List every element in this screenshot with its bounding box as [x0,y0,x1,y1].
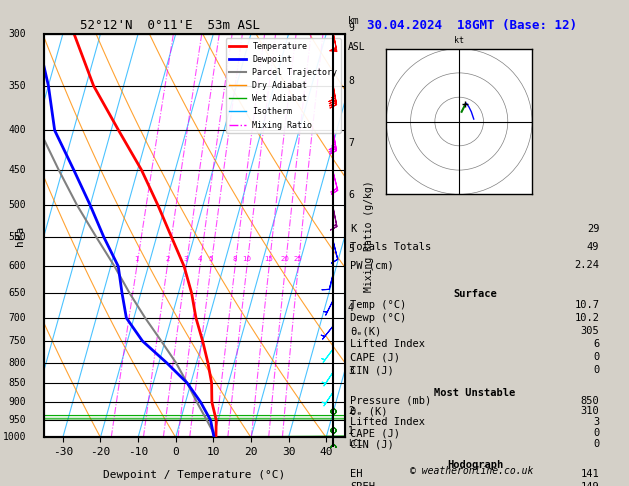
Text: 6: 6 [348,190,354,200]
Text: 5: 5 [348,244,354,254]
Text: 15: 15 [265,256,274,262]
Text: ASL: ASL [348,42,365,52]
Text: K: K [350,224,357,234]
Text: 305: 305 [581,326,599,336]
Text: km: km [348,16,360,26]
Text: CAPE (J): CAPE (J) [350,428,400,438]
Text: 8: 8 [348,76,354,86]
Text: 8: 8 [233,256,237,262]
Text: Most Unstable: Most Unstable [434,387,516,398]
Text: Lifted Index: Lifted Index [350,339,425,349]
Text: 20: 20 [281,256,290,262]
Text: 10: 10 [242,256,252,262]
Text: 141: 141 [581,469,599,479]
Text: 0: 0 [593,428,599,438]
Text: 2: 2 [165,256,169,262]
Text: 550: 550 [8,232,26,242]
Text: LCL: LCL [348,439,363,448]
Text: hPa: hPa [15,226,25,246]
Legend: Temperature, Dewpoint, Parcel Trajectory, Dry Adiabat, Wet Adiabat, Isotherm, Mi: Temperature, Dewpoint, Parcel Trajectory… [226,38,341,133]
Text: 10.7: 10.7 [574,300,599,310]
Text: θₑ(K): θₑ(K) [350,326,382,336]
Text: 700: 700 [8,313,26,323]
Text: © weatheronline.co.uk: © weatheronline.co.uk [410,466,533,476]
Text: 850: 850 [8,378,26,388]
Text: Hodograph: Hodograph [447,460,503,470]
Text: 500: 500 [8,200,26,210]
Text: 0: 0 [593,352,599,362]
Text: Dewp (°C): Dewp (°C) [350,313,406,323]
Text: CIN (J): CIN (J) [350,439,394,449]
Text: SREH: SREH [350,482,376,486]
Text: 2: 2 [348,406,354,417]
Text: 750: 750 [8,336,26,346]
Text: 0: 0 [593,365,599,375]
Text: CAPE (J): CAPE (J) [350,352,400,362]
Text: 800: 800 [8,358,26,367]
Text: 400: 400 [8,125,26,136]
Text: 5: 5 [209,256,213,262]
Text: CIN (J): CIN (J) [350,365,394,375]
Text: 10.2: 10.2 [574,313,599,323]
Text: 600: 600 [8,261,26,271]
Text: 29: 29 [587,224,599,234]
X-axis label: Dewpoint / Temperature (°C): Dewpoint / Temperature (°C) [103,469,286,480]
Text: 4: 4 [348,303,354,313]
Text: 30.04.2024  18GMT (Base: 12): 30.04.2024 18GMT (Base: 12) [367,19,577,33]
Text: EH: EH [350,469,363,479]
Text: 3: 3 [184,256,189,262]
Text: Mixing Ratio (g/kg): Mixing Ratio (g/kg) [364,180,374,292]
Text: 650: 650 [8,288,26,298]
Text: 0: 0 [593,439,599,449]
Text: 25: 25 [294,256,303,262]
Text: 950: 950 [8,415,26,425]
Text: 350: 350 [8,81,26,91]
Text: Surface: Surface [453,289,497,299]
Text: 3: 3 [348,366,354,376]
Text: 7: 7 [348,138,354,148]
Text: 9: 9 [348,23,354,34]
Text: PW (cm): PW (cm) [350,260,394,270]
Text: 450: 450 [8,165,26,175]
Text: 1: 1 [135,256,139,262]
Text: θₑ (K): θₑ (K) [350,406,388,417]
Text: Lifted Index: Lifted Index [350,417,425,427]
Text: 6: 6 [593,339,599,349]
Text: 2.24: 2.24 [574,260,599,270]
Text: 149: 149 [581,482,599,486]
Text: Pressure (mb): Pressure (mb) [350,396,431,405]
Text: 310: 310 [581,406,599,417]
Text: 3: 3 [593,417,599,427]
Text: Temp (°C): Temp (°C) [350,300,406,310]
Text: 1000: 1000 [3,433,26,442]
Text: Totals Totals: Totals Totals [350,242,431,252]
Text: 300: 300 [8,29,26,39]
X-axis label: kt: kt [454,36,464,45]
Text: 4: 4 [198,256,202,262]
Text: 52°12'N  0°11'E  53m ASL: 52°12'N 0°11'E 53m ASL [80,19,260,33]
Text: 900: 900 [8,397,26,407]
Text: 850: 850 [581,396,599,405]
Text: 49: 49 [587,242,599,252]
Text: 1: 1 [348,426,354,435]
